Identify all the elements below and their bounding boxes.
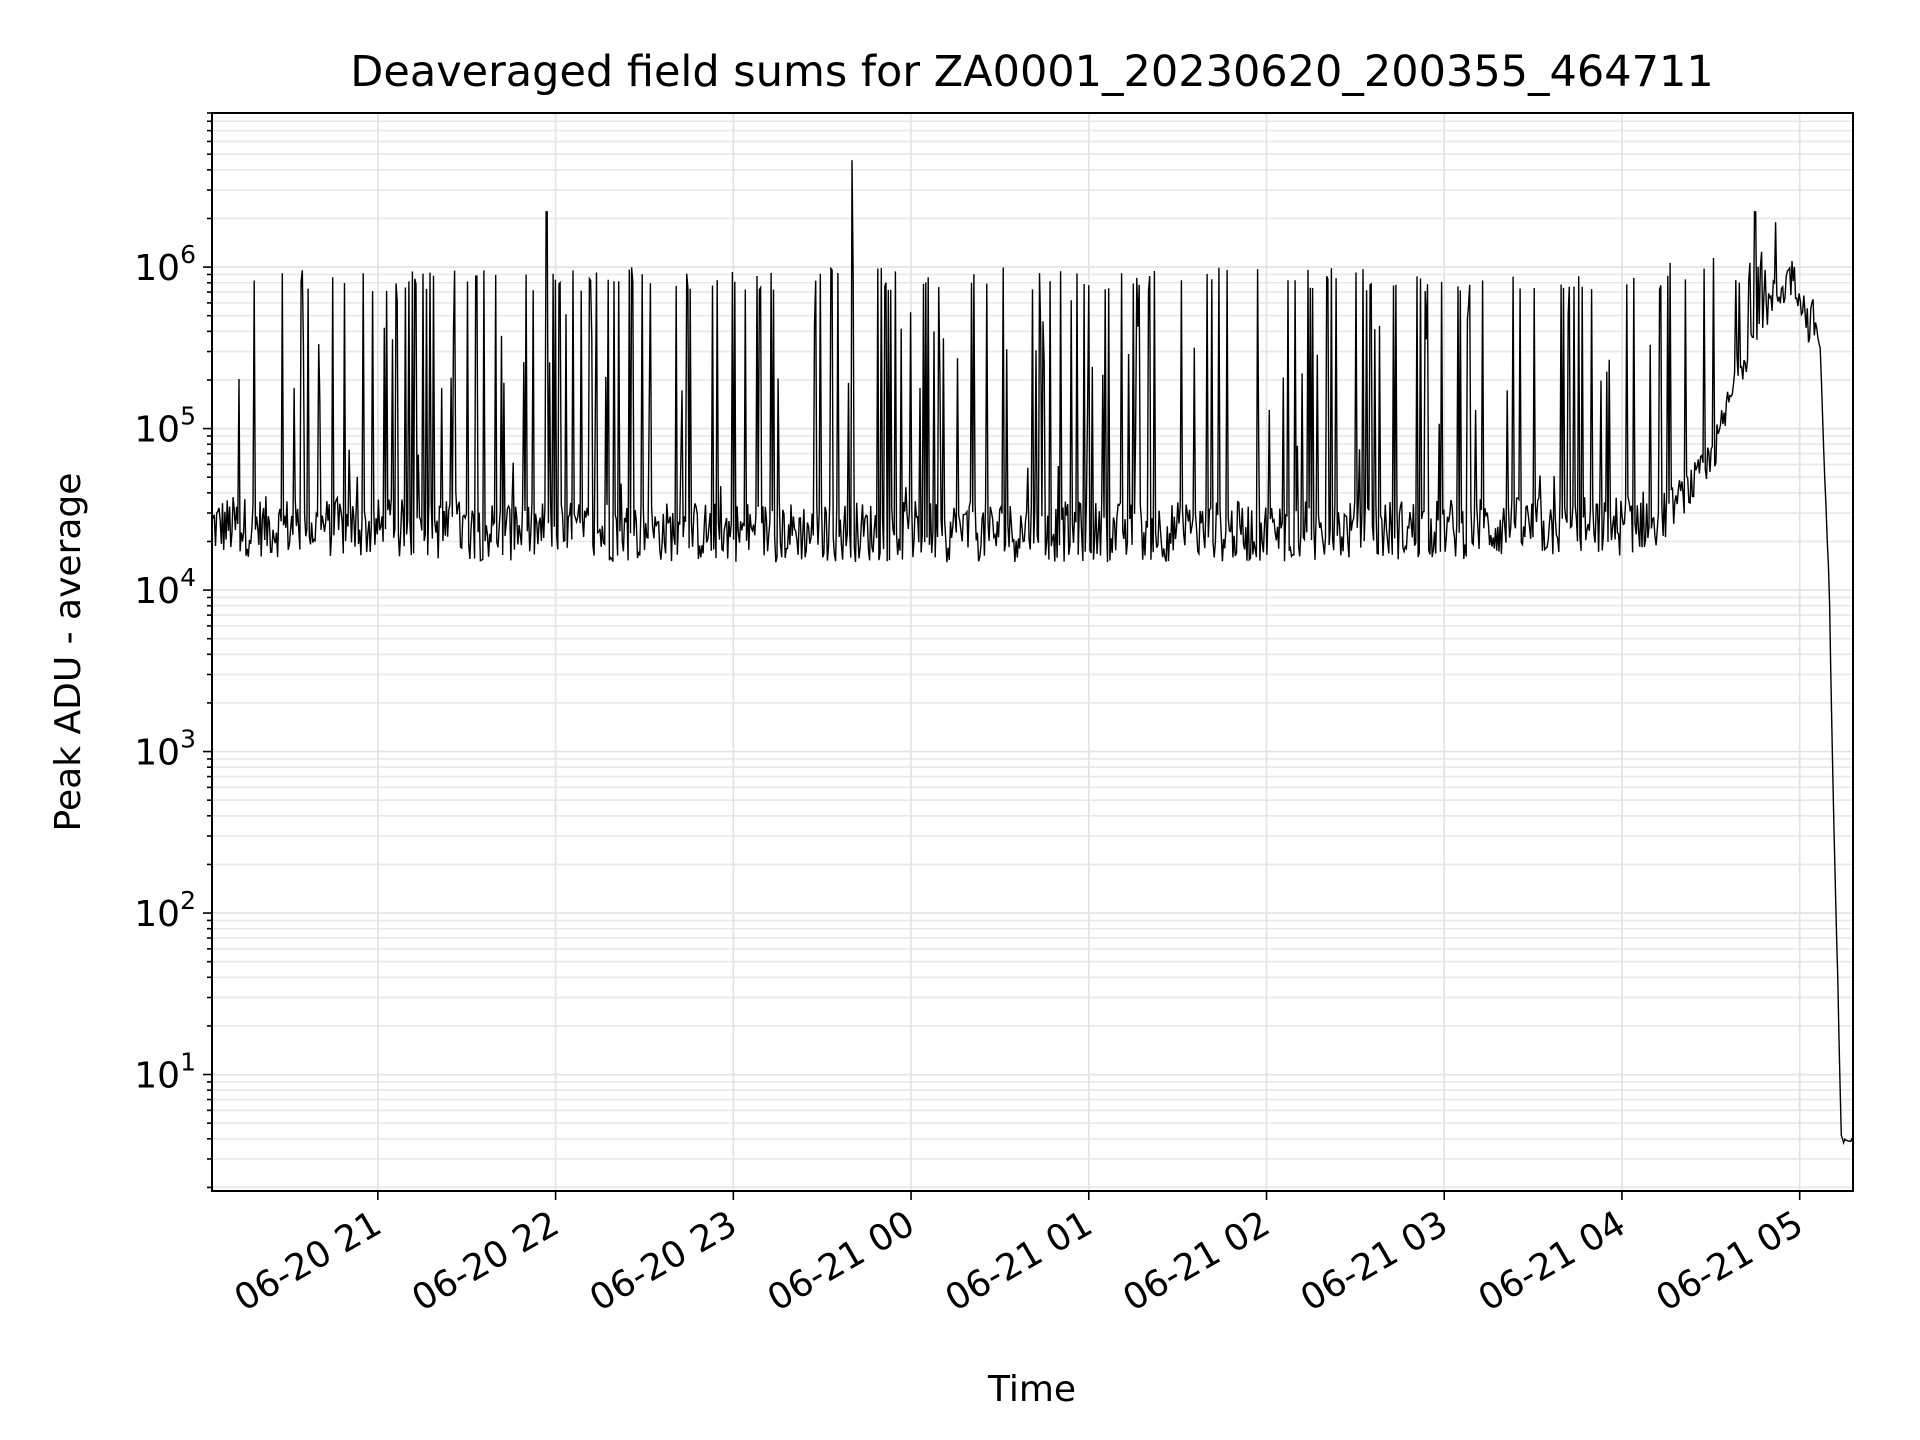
- chart-title: Deaveraged field sums for ZA0001_2023062…: [350, 47, 1713, 97]
- plot-frame: [211, 112, 1854, 1192]
- x-tick-label: 06-21 03: [1294, 1203, 1455, 1319]
- x-tick-label: 06-21 00: [761, 1203, 922, 1319]
- x-tick-label: 06-20 21: [228, 1203, 389, 1319]
- grid: [212, 112, 1853, 1191]
- x-tick-label: 06-21 02: [1116, 1203, 1277, 1319]
- x-tick-label: 06-21 05: [1650, 1203, 1811, 1319]
- y-tick-label: 106: [134, 240, 196, 289]
- x-axis-label: Time: [987, 1369, 1076, 1410]
- y-tick-label: 104: [134, 563, 196, 612]
- y-tick-label: 105: [134, 402, 196, 451]
- x-tick-label: 06-20 22: [405, 1203, 566, 1319]
- x-tick-label: 06-21 01: [939, 1203, 1100, 1319]
- y-tick-label: 102: [134, 886, 196, 935]
- series-line: [211, 160, 1854, 1146]
- x-tick-label: 06-20 23: [583, 1203, 744, 1319]
- x-tick-label: 06-21 04: [1472, 1203, 1633, 1319]
- y-axis-label: Peak ADU - average: [48, 473, 89, 832]
- data-series: [211, 160, 1854, 1146]
- y-tick-label: 103: [134, 725, 196, 774]
- y-tick-label: 101: [134, 1048, 196, 1097]
